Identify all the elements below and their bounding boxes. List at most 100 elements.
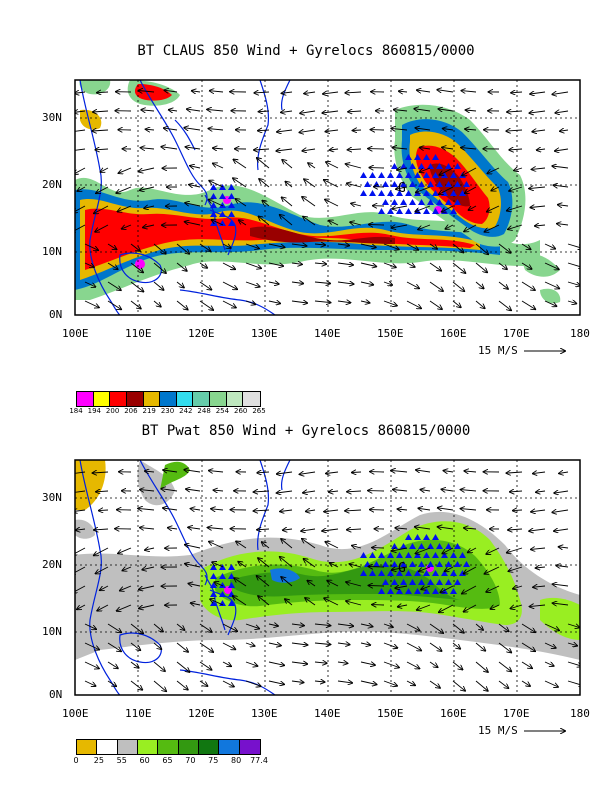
- wind-arrow: [429, 623, 443, 633]
- wind-arrow: [122, 567, 132, 571]
- gyre-triangle: [210, 564, 217, 570]
- wind-arrow: [176, 642, 188, 652]
- wind-arrow: [291, 662, 307, 664]
- gyre-triangle: [400, 199, 407, 205]
- wind-arrow: [96, 491, 109, 492]
- claus-y-tick: 0N: [49, 308, 63, 321]
- wind-arrow: [337, 624, 353, 626]
- wind-arrow: [168, 528, 178, 529]
- wind-arrow: [169, 110, 178, 111]
- wind-arrow: [440, 585, 454, 592]
- wind-arrow: [262, 542, 270, 549]
- wind-arrow: [452, 281, 464, 291]
- wind-arrow: [190, 166, 201, 168]
- colorbar-swatch: [143, 392, 161, 406]
- gyre-triangle: [396, 552, 403, 558]
- wind-arrow: [302, 149, 316, 151]
- wind-arrow: [329, 491, 339, 492]
- wind-arrow: [461, 490, 477, 491]
- pwat-x-tick: 140E: [314, 707, 341, 720]
- wind-arrow: [314, 624, 331, 626]
- gyre-triangle: [432, 534, 439, 540]
- wind-arrow: [130, 642, 140, 650]
- wind-arrow: [291, 244, 307, 246]
- wind-arrow: [452, 623, 464, 633]
- wind-arrow: [466, 110, 477, 111]
- gyre-triangle: [454, 163, 461, 169]
- wind-arrow: [210, 91, 224, 92]
- wind-arrow: [107, 661, 118, 668]
- wind-arrow: [84, 300, 99, 308]
- wind-arrow: [464, 471, 477, 472]
- wind-arrow: [213, 148, 224, 149]
- wind-arrow: [77, 187, 86, 191]
- gyre-triangle: [427, 579, 434, 585]
- wind-arrow: [75, 148, 86, 151]
- wind-arrow: [145, 471, 155, 472]
- wind-arrow: [300, 111, 316, 113]
- wind-arrow: [556, 566, 569, 568]
- wind-arrow: [119, 167, 132, 173]
- wind-arrow: [567, 680, 580, 686]
- gyre-triangle: [414, 570, 421, 576]
- wind-arrow: [245, 680, 261, 686]
- wind-arrow: [84, 642, 99, 650]
- wind-arrow: [507, 205, 523, 211]
- gyre-triangle: [228, 582, 235, 588]
- gyre-triangle: [387, 190, 394, 196]
- wind-arrow: [77, 604, 86, 609]
- wind-arrow: [464, 224, 477, 232]
- wind-arrow: [559, 472, 569, 473]
- wind-arrow: [360, 243, 376, 247]
- gyre-triangle: [219, 211, 226, 217]
- wind-arrow: [461, 148, 477, 149]
- wind-arrow: [360, 662, 375, 665]
- pwat-gyre-marker: G: [398, 561, 406, 576]
- wind-arrow: [452, 680, 465, 691]
- gyre-triangle: [414, 588, 421, 594]
- wind-arrow: [176, 623, 185, 630]
- gyre-triangle: [378, 172, 385, 178]
- wind-arrow: [120, 585, 132, 591]
- wind-arrow: [281, 577, 293, 587]
- wind-arrow: [464, 528, 477, 529]
- gyre-triangle: [418, 579, 425, 585]
- wind-arrow: [416, 547, 431, 554]
- wind-arrow: [322, 111, 339, 113]
- wind-arrow: [544, 661, 554, 666]
- wind-arrow: [257, 158, 270, 169]
- wind-arrow: [245, 262, 261, 268]
- wind-arrow: [475, 281, 484, 289]
- pwat-x-tick: 110E: [125, 707, 152, 720]
- wind-arrow: [130, 281, 143, 292]
- wind-arrow: [498, 243, 511, 253]
- wind-arrow: [475, 680, 488, 691]
- gyre-triangle: [436, 199, 443, 205]
- wind-arrow: [498, 281, 508, 289]
- wind-arrow: [233, 160, 247, 169]
- wind-arrow: [533, 586, 546, 587]
- wind-arrow: [222, 262, 235, 269]
- wind-arrow: [567, 623, 579, 628]
- claus-x-tick: 140E: [314, 327, 341, 340]
- wind-arrow: [475, 623, 483, 630]
- wind-arrow: [161, 147, 178, 149]
- wind-arrow: [532, 130, 546, 132]
- wind-arrow: [521, 642, 535, 651]
- wind-arrow: [245, 623, 259, 629]
- wind-arrow: [222, 642, 235, 649]
- wind-arrow: [97, 604, 109, 611]
- pwat-x-tick: 160E: [440, 707, 467, 720]
- colorbar-swatch: [97, 740, 118, 754]
- pwat-x-tick: 180: [570, 707, 590, 720]
- wind-arrow: [429, 661, 438, 667]
- wind-arrow: [254, 491, 270, 492]
- wind-arrow: [559, 547, 569, 548]
- wind-arrow: [330, 563, 339, 568]
- colorbar-swatch: [219, 740, 240, 754]
- wind-arrow: [107, 642, 121, 651]
- wind-arrow: [558, 205, 569, 206]
- wind-arrow: [176, 680, 188, 690]
- wind-arrow: [452, 661, 463, 670]
- gyre-triangle: [454, 199, 461, 205]
